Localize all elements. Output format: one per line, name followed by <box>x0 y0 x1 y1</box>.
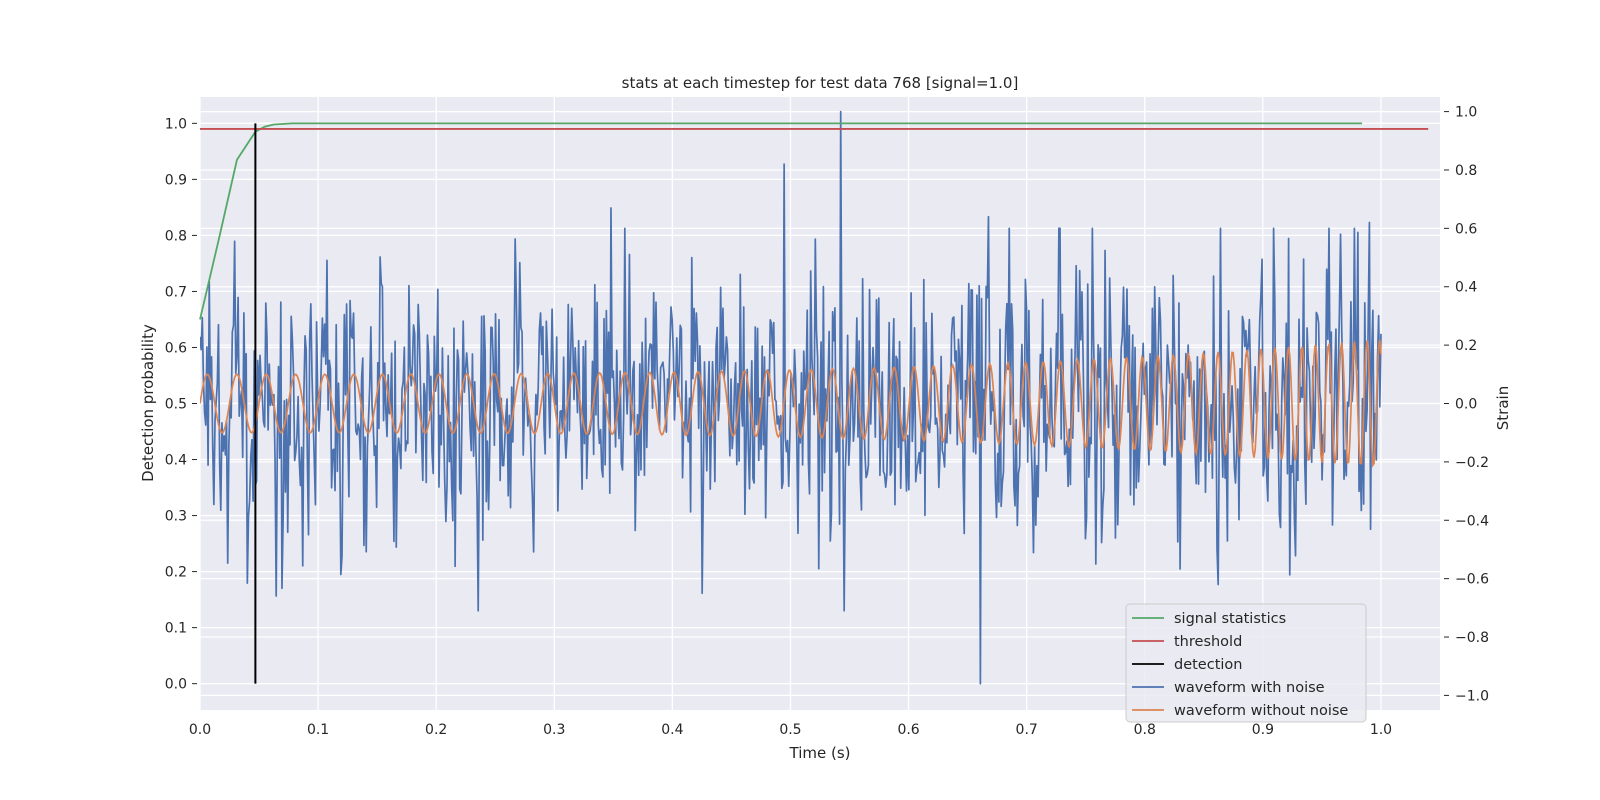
legend-label: waveform without noise <box>1174 703 1348 719</box>
x-tick-label: 0.1 <box>307 722 329 738</box>
y2-tick-label: 0.0 <box>1455 397 1477 413</box>
y2-tick-label: −0.8 <box>1455 630 1489 646</box>
y2-tick-label: −0.4 <box>1455 513 1489 529</box>
y-tick-label: 1.0 <box>165 116 187 132</box>
y2-tick-label: −1.0 <box>1455 688 1489 704</box>
legend-frame <box>1125 603 1367 723</box>
y-tick-label: 0.7 <box>165 284 187 300</box>
y2-axis-label: Strain <box>1494 386 1512 430</box>
x-tick-label: 0.3 <box>543 722 565 738</box>
y-tick-label: 0.1 <box>165 621 187 637</box>
y-tick-label: 0.5 <box>165 397 187 413</box>
y2-tick-label: 0.8 <box>1455 163 1477 179</box>
y2-tick-label: 0.2 <box>1455 338 1477 354</box>
x-tick-label: 0.2 <box>425 722 447 738</box>
y-tick-label: 0.0 <box>165 677 187 693</box>
y2-tick-label: 1.0 <box>1455 105 1477 121</box>
legend-label: detection <box>1174 657 1242 673</box>
series-waveform-without-noise <box>200 339 1382 468</box>
y2-tick-label: 0.6 <box>1455 221 1477 237</box>
x-tick-label: 0.8 <box>1134 722 1156 738</box>
legend: signal statistics threshold detection wavef… <box>1125 603 1367 723</box>
y-tick-label: 0.6 <box>165 340 187 356</box>
x-tick-label: 0.7 <box>1016 722 1038 738</box>
x-tick-label: 0.4 <box>661 722 683 738</box>
y-tick-label: 0.8 <box>165 228 187 244</box>
y2-tick-label: −0.6 <box>1455 572 1489 588</box>
legend-label: signal statistics <box>1174 611 1286 627</box>
y-tick-label: 0.4 <box>165 453 187 469</box>
y-tick-label: 0.9 <box>165 172 187 188</box>
y-axis-label: Detection probability <box>139 324 157 482</box>
legend-label: threshold <box>1174 634 1242 650</box>
y-tick-label: 0.2 <box>165 565 187 581</box>
y2-tick-label: −0.2 <box>1455 455 1489 471</box>
x-tick-label: 0.5 <box>779 722 801 738</box>
x-tick-label: 1.0 <box>1370 722 1392 738</box>
series-signal-statistics <box>199 122 1363 320</box>
y-tick-label: 0.3 <box>165 509 187 525</box>
x-tick-label: 0.9 <box>1252 722 1274 738</box>
chart-title: stats at each timestep for test data 768… <box>622 74 1019 92</box>
x-tick-label: 0.0 <box>189 722 211 738</box>
x-tick-label: 0.6 <box>897 722 919 738</box>
y2-tick-label: 0.4 <box>1455 280 1477 296</box>
series-layer <box>199 110 1429 685</box>
legend-label: waveform with noise <box>1174 680 1325 696</box>
axis-ticks: 0.0 0.1 0.2 0.3 0.4 0.5 0.6 0.7 0.8 0.9 1.0 0.0 0.1 0… <box>165 105 1489 738</box>
x-axis-label: Time (s) <box>789 744 851 762</box>
